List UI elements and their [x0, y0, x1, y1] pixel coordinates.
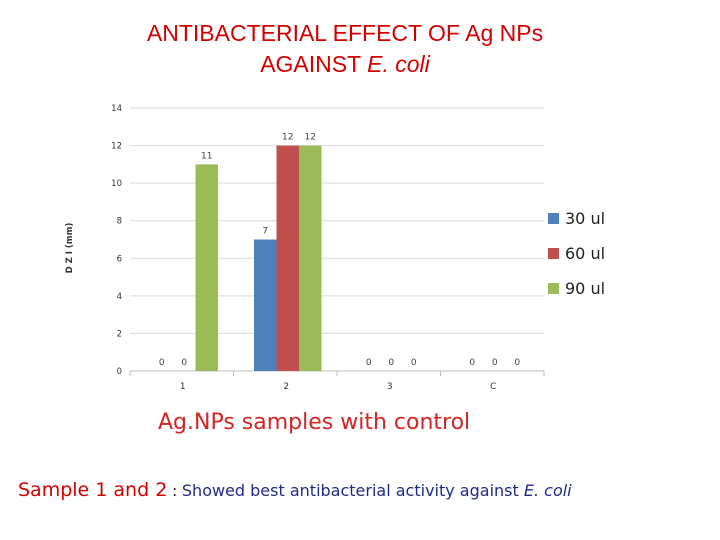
footer-organism: E. coli: [523, 481, 572, 500]
y-tick-label: 10: [111, 179, 122, 189]
data-label: 12: [282, 133, 293, 143]
x-tick-label: 3: [387, 382, 393, 392]
legend-swatch: [548, 248, 559, 259]
data-label: 0: [181, 358, 187, 368]
y-tick-label: 8: [117, 217, 122, 227]
legend-label: 30 ul: [565, 209, 605, 228]
bar: [276, 145, 299, 371]
y-tick-label: 2: [117, 329, 122, 339]
y-tick-label: 0: [117, 367, 122, 377]
data-label: 0: [411, 358, 417, 368]
x-axis-caption: Ag.NPs samples with control: [158, 410, 471, 435]
data-label: 0: [388, 358, 394, 368]
data-label: 0: [159, 358, 165, 368]
legend-label: 90 ul: [565, 279, 605, 298]
chart-title: ANTIBACTERIAL EFFECT OF Ag NPs AGAINST E…: [0, 18, 690, 80]
title-line-2: AGAINST E. coli: [0, 49, 690, 80]
data-label: 0: [492, 358, 498, 368]
bar: [299, 145, 322, 371]
title-line-2-prefix: AGAINST: [260, 51, 368, 77]
footer-colon: :: [167, 482, 182, 500]
x-tick-label: 2: [283, 382, 289, 392]
bar: [195, 164, 218, 371]
legend-swatch: [548, 213, 559, 224]
x-tick-label: C: [490, 382, 496, 392]
bar: [254, 239, 277, 371]
y-axis-label: D Z I (mm): [65, 223, 75, 274]
footer-description: Showed best antibacterial activity again…: [181, 481, 524, 500]
footer-note: Sample 1 and 2 : Showed best antibacteri…: [18, 479, 572, 501]
data-label: 0: [514, 358, 520, 368]
data-label: 12: [305, 133, 316, 143]
y-tick-label: 14: [111, 104, 122, 114]
legend-swatch: [548, 283, 559, 294]
title-line-1: ANTIBACTERIAL EFFECT OF Ag NPs: [146, 20, 544, 46]
title-organism: E. coli: [367, 51, 430, 77]
data-label: 7: [262, 227, 268, 237]
data-label: 11: [201, 151, 212, 161]
legend-label: 60 ul: [565, 244, 605, 263]
footer-lead: Sample 1 and 2: [18, 479, 168, 501]
data-label: 0: [469, 358, 475, 368]
data-label: 0: [366, 358, 372, 368]
y-tick-label: 4: [117, 292, 122, 302]
y-tick-label: 12: [111, 142, 122, 152]
x-tick-label: 1: [180, 382, 186, 392]
y-tick-label: 6: [117, 254, 122, 264]
